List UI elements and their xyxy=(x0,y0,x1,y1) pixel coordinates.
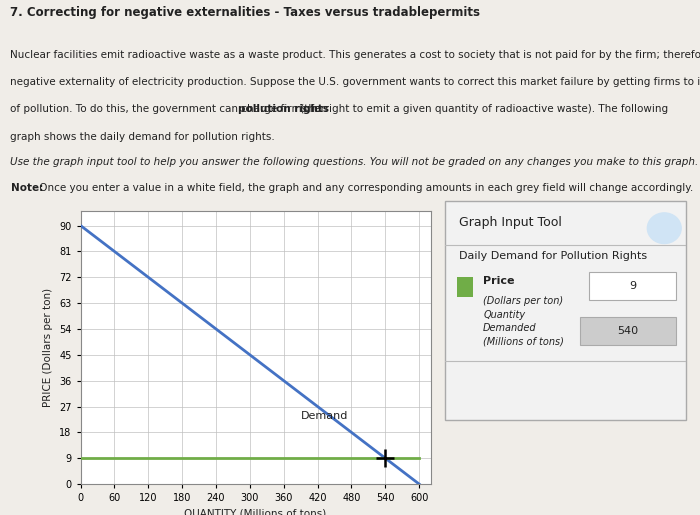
FancyBboxPatch shape xyxy=(580,317,676,346)
Text: of pollution. To do this, the government can charge firms for: of pollution. To do this, the government… xyxy=(10,105,328,114)
Text: 7. Correcting for negative externalities - Taxes versus tradablepermits: 7. Correcting for negative externalities… xyxy=(10,6,480,19)
Text: Once you enter a value in a white field, the graph and any corresponding amounts: Once you enter a value in a white field,… xyxy=(36,183,694,193)
Text: Daily Demand for Pollution Rights: Daily Demand for Pollution Rights xyxy=(459,251,647,261)
Text: ?: ? xyxy=(661,222,668,235)
Text: Quantity
Demanded
(Millions of tons): Quantity Demanded (Millions of tons) xyxy=(483,310,564,347)
Text: pollution rights: pollution rights xyxy=(238,105,330,114)
Text: Demand: Demand xyxy=(301,411,348,421)
Text: 540: 540 xyxy=(617,326,638,336)
X-axis label: QUANTITY (Millions of tons): QUANTITY (Millions of tons) xyxy=(184,509,327,515)
Text: (Dollars per ton): (Dollars per ton) xyxy=(483,296,564,306)
Text: Price: Price xyxy=(483,277,514,286)
Text: negative externality of electricity production. Suppose the U.S. government want: negative externality of electricity prod… xyxy=(10,77,700,88)
Text: (the right to emit a given quantity of radioactive waste). The following: (the right to emit a given quantity of r… xyxy=(298,105,668,114)
FancyBboxPatch shape xyxy=(456,278,473,297)
Y-axis label: PRICE (Dollars per ton): PRICE (Dollars per ton) xyxy=(43,288,53,407)
FancyBboxPatch shape xyxy=(444,201,686,420)
Text: Note:: Note: xyxy=(10,183,43,193)
Text: Nuclear facilities emit radioactive waste as a waste product. This generates a c: Nuclear facilities emit radioactive wast… xyxy=(10,50,700,60)
Text: 9: 9 xyxy=(629,281,636,291)
Text: Use the graph input tool to help you answer the following questions. You will no: Use the graph input tool to help you ans… xyxy=(10,157,699,167)
Text: graph shows the daily demand for pollution rights.: graph shows the daily demand for polluti… xyxy=(10,131,275,142)
Text: Graph Input Tool: Graph Input Tool xyxy=(459,216,562,229)
FancyBboxPatch shape xyxy=(589,272,676,300)
Circle shape xyxy=(648,213,681,244)
